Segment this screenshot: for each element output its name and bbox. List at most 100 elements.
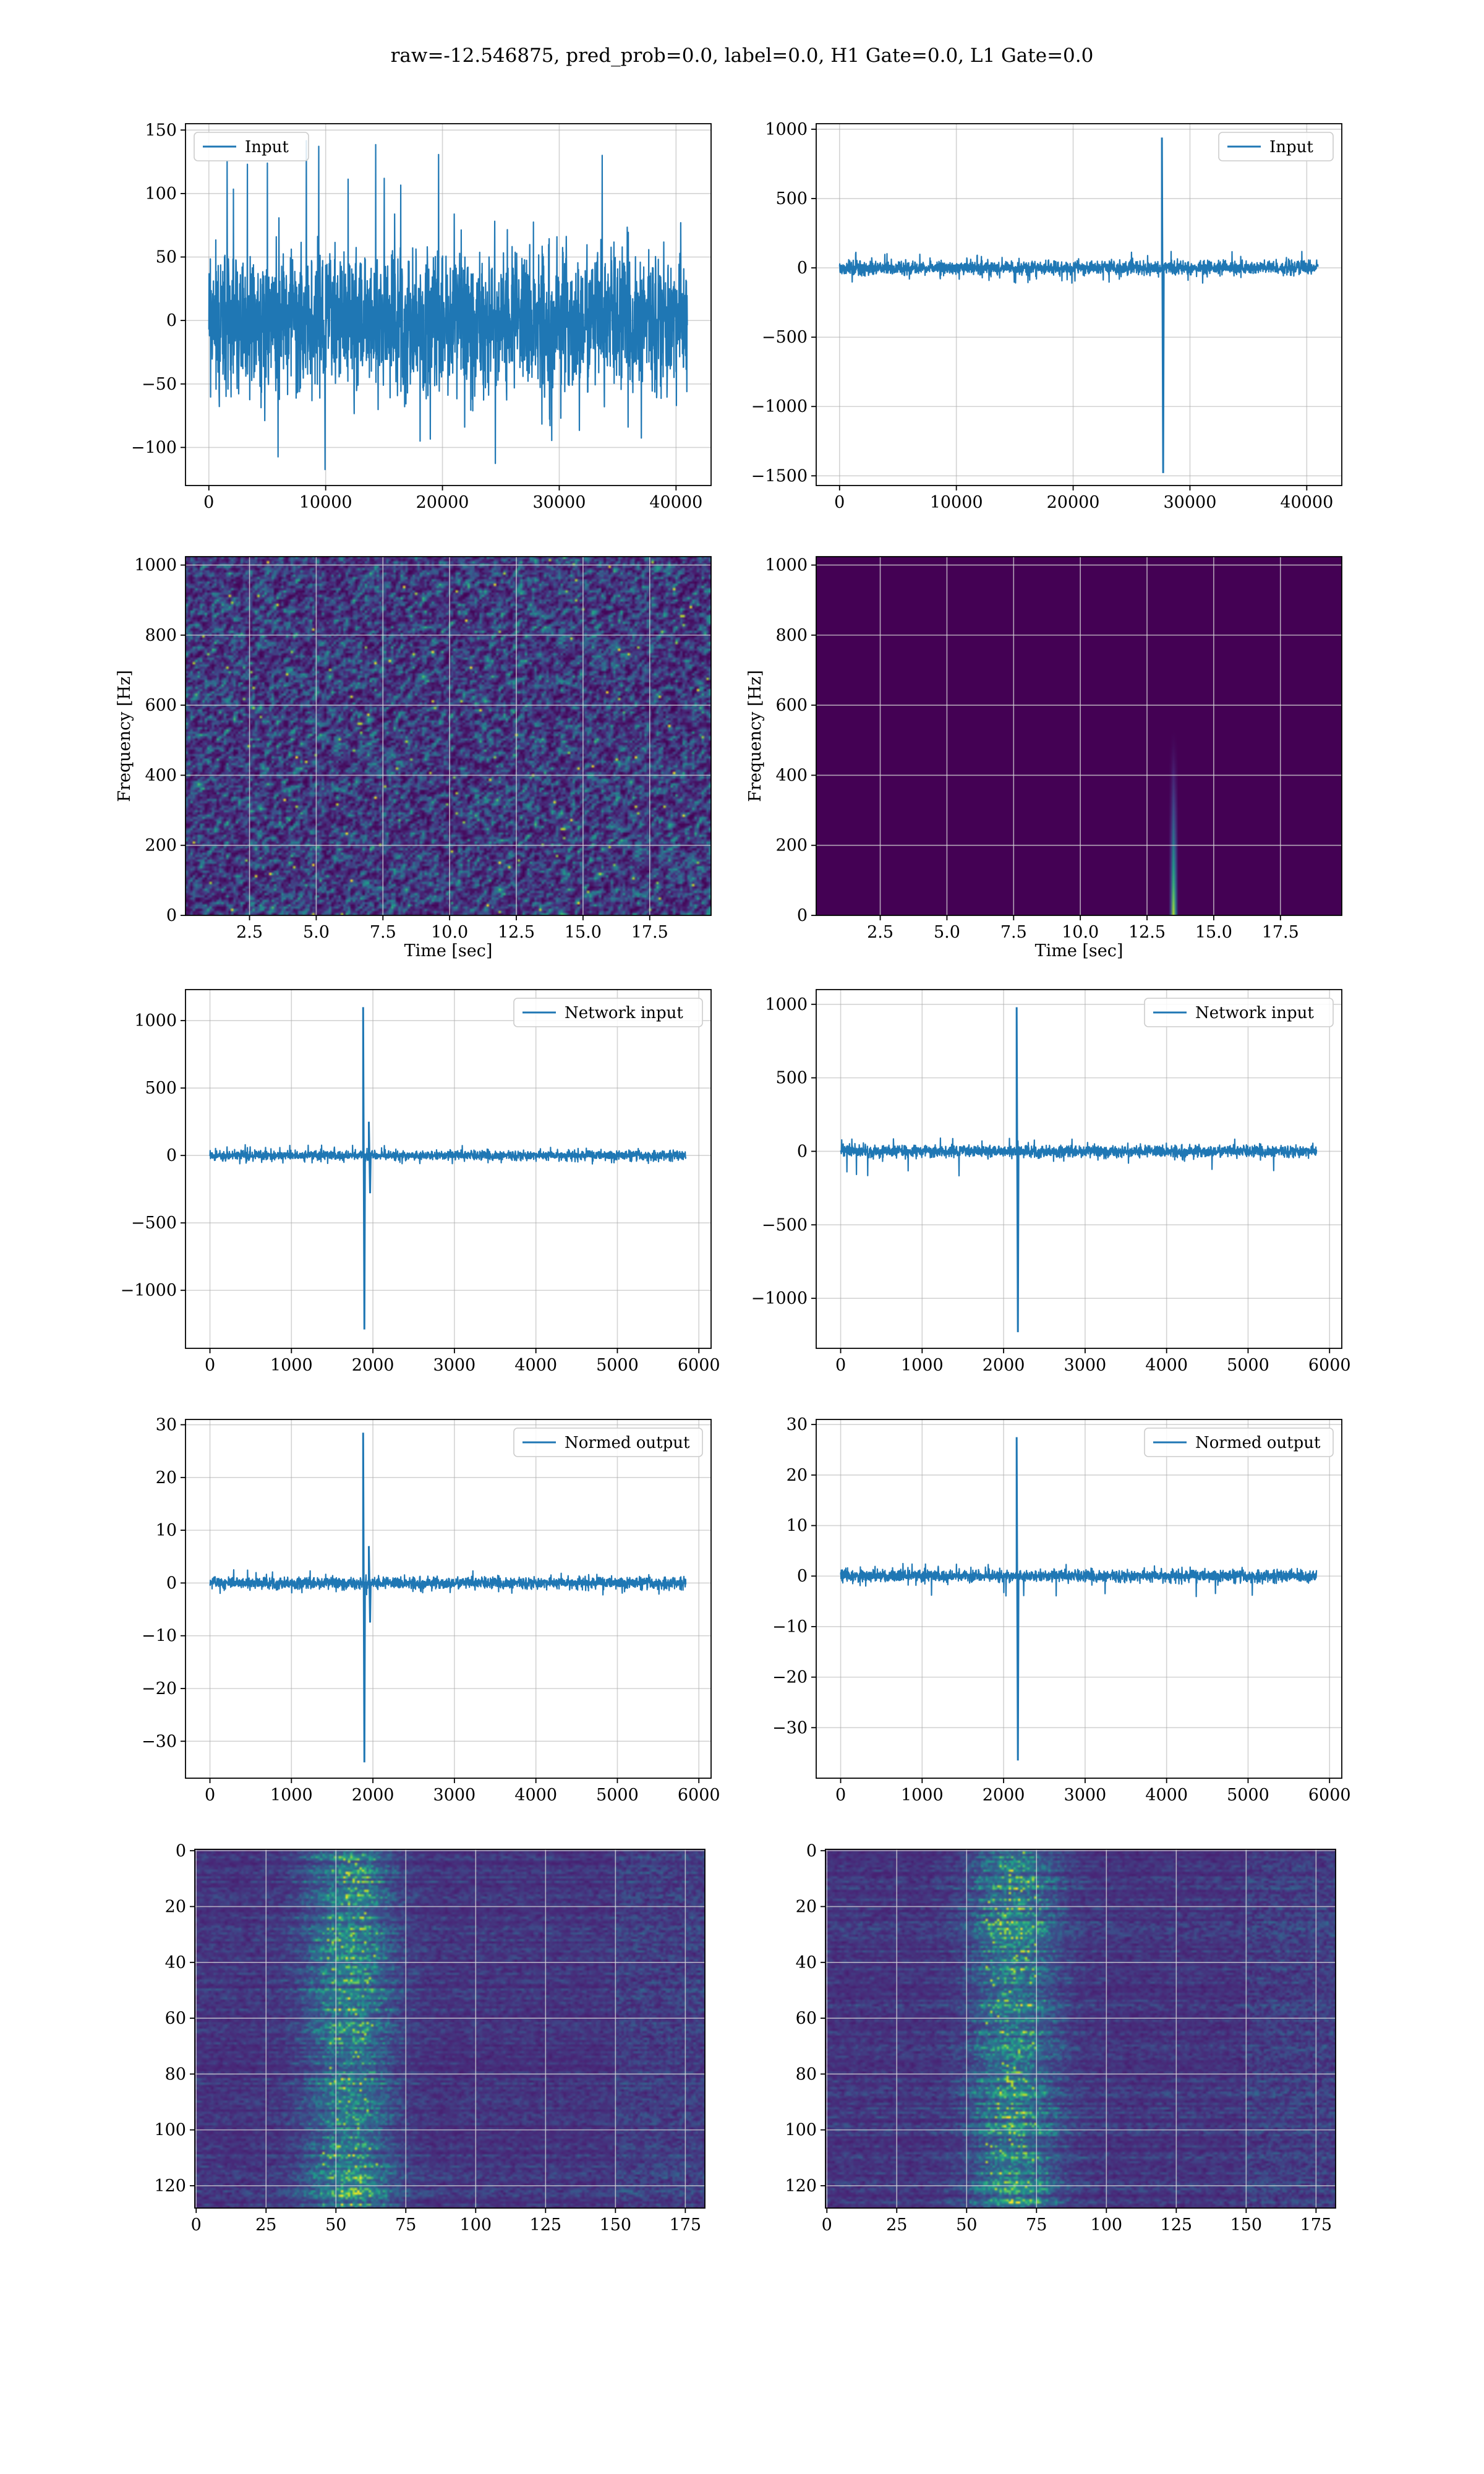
x-tick-label: 1000 [270, 1356, 313, 1375]
x-tick-label: 15.0 [1195, 923, 1232, 942]
panels: 0 10000 20000 30000 40000−100−50050100150Inp… [115, 120, 1351, 2235]
x-tick-label: 10.0 [431, 923, 468, 942]
x-tick-label: 150 [1230, 2215, 1263, 2235]
x-tick-label: 2000 [983, 1356, 1025, 1375]
y-tick-label: 120 [785, 2177, 817, 2196]
y-tick-label: −1000 [121, 1281, 177, 1300]
series-line [209, 1432, 687, 1763]
y-tick-label: 0 [166, 311, 177, 330]
chart-network-input-h1: 0 1000 2000 3000 4000 5000 6000 −1000 −500 0 500 10… [121, 989, 720, 1375]
axes-frame [816, 1419, 1342, 1779]
x-tick-label: 3000 [433, 1356, 476, 1375]
legend-label: Input [245, 138, 289, 156]
x-tick-label: 75 [1026, 2215, 1047, 2235]
y-tick-label: −50 [142, 375, 177, 394]
spike-1 [368, 1546, 372, 1623]
x-tick-label: 2000 [352, 1786, 394, 1805]
y-tick-label: 60 [796, 2009, 817, 2028]
y-tick-label: 0 [797, 1142, 808, 1161]
legend: Network input [513, 998, 703, 1027]
y-tick-label: 20 [165, 1898, 186, 1917]
grid [816, 124, 1342, 486]
x-tick-label: 3000 [1064, 1786, 1107, 1805]
y-tick-label: 1000 [134, 1011, 177, 1030]
chart-input-h1: 0 10000 20000 30000 40000 −100 −50 0 50 100 150 Inp… [131, 121, 712, 512]
spike-0 [1015, 1437, 1020, 1761]
y-tick-label: 500 [775, 1069, 808, 1088]
x-axis-label: Time [sec] [404, 941, 493, 961]
y-tick-label: −30 [772, 1718, 808, 1737]
axes-frame [185, 1419, 712, 1779]
y-tick-label: 20 [787, 1466, 808, 1485]
spike-0 [362, 1432, 366, 1763]
x-tick-label: 4000 [514, 1356, 557, 1375]
spike-1 [368, 1121, 372, 1194]
x-tick-label: 40000 [649, 493, 702, 512]
y-tick-label: 0 [166, 1146, 177, 1165]
legend-label: Network input [1195, 1004, 1314, 1022]
x-tick-label: 10.0 [1062, 923, 1099, 942]
x-tick-label: 12.5 [498, 923, 535, 942]
x-tick-label: 20000 [1047, 493, 1100, 512]
axes-frame [185, 123, 712, 486]
y-tick-label: 30 [156, 1416, 177, 1435]
x-tick-label: 15.0 [565, 923, 602, 942]
x-tick-label: 125 [1161, 2215, 1193, 2235]
chart-spectrogram-h1: 2.5 5.0 7.5 10.0 12.5 15.0 17.5 0 200 400 600 800 10… [115, 556, 712, 961]
x-tick-label: 1000 [901, 1356, 944, 1375]
x-tick-label: 6000 [1308, 1356, 1351, 1375]
y-tick-label: 40 [796, 1953, 817, 1972]
y-tick-label: 600 [775, 696, 808, 715]
x-tick-label: 6000 [1308, 1786, 1351, 1805]
x-tick-label: 2000 [352, 1356, 394, 1375]
chart-input-l1: 0 10000 20000 30000 40000 −1500 −1000 −500 0 500 1… [751, 120, 1342, 512]
y-tick-label: 50 [156, 248, 177, 267]
x-tick-label: 175 [670, 2215, 702, 2235]
x-tick-label: 0 [822, 2215, 832, 2235]
heatmap-image [186, 557, 711, 915]
y-tick-label: 0 [166, 1573, 177, 1593]
grid [825, 1849, 1336, 2208]
y-tick-label: 80 [165, 2065, 186, 2084]
x-tick-label: 7.5 [370, 923, 396, 942]
y-tick-label: −20 [142, 1679, 177, 1698]
x-tick-label: 1000 [270, 1786, 313, 1805]
x-axis-label: Time [sec] [1035, 941, 1124, 961]
y-tick-label: −10 [142, 1627, 177, 1646]
grid [195, 1849, 705, 2208]
y-tick-label: −30 [142, 1732, 177, 1751]
y-tick-label: −500 [131, 1213, 177, 1233]
spike-0 [1161, 137, 1165, 473]
heatmap-image [195, 1849, 705, 2208]
y-tick-label: 200 [145, 836, 177, 855]
y-tick-label: 800 [145, 626, 177, 645]
y-tick-label: −500 [762, 328, 808, 347]
x-tick-label: 5000 [596, 1786, 639, 1805]
series-line [840, 1437, 1318, 1761]
series-line [838, 137, 1319, 473]
x-tick-label: 5000 [1227, 1786, 1269, 1805]
x-tick-label: 7.5 [1000, 923, 1027, 942]
chart-network-input-l1: 0 1000 2000 3000 4000 5000 6000 −1000 −500 0 500 10… [751, 989, 1351, 1375]
grid [186, 1419, 711, 1778]
x-tick-label: 2000 [983, 1786, 1025, 1805]
x-tick-label: 6000 [678, 1786, 720, 1805]
y-tick-label: 120 [154, 2177, 186, 2196]
x-tick-label: 12.5 [1128, 923, 1166, 942]
x-tick-label: 0 [205, 1786, 215, 1805]
x-tick-label: 17.5 [631, 923, 668, 942]
heatmap-image [825, 1849, 1336, 2208]
series-line [209, 1007, 687, 1330]
y-tick-label: 0 [806, 1841, 817, 1860]
y-tick-label: 150 [145, 121, 177, 140]
x-tick-label: 5.0 [934, 923, 960, 942]
y-tick-label: 800 [775, 626, 808, 645]
x-tick-label: 40000 [1280, 493, 1333, 512]
y-tick-label: 1000 [765, 995, 808, 1014]
heatmap-image [816, 557, 1342, 915]
x-tick-label: 4000 [1145, 1786, 1188, 1805]
chart-feature-map-h1: 0 25 50 75 100 125 150 175 0 20 40 60 80 100 120 [154, 1841, 706, 2235]
y-tick-label: 0 [166, 906, 177, 925]
x-tick-label: 30000 [532, 493, 586, 512]
